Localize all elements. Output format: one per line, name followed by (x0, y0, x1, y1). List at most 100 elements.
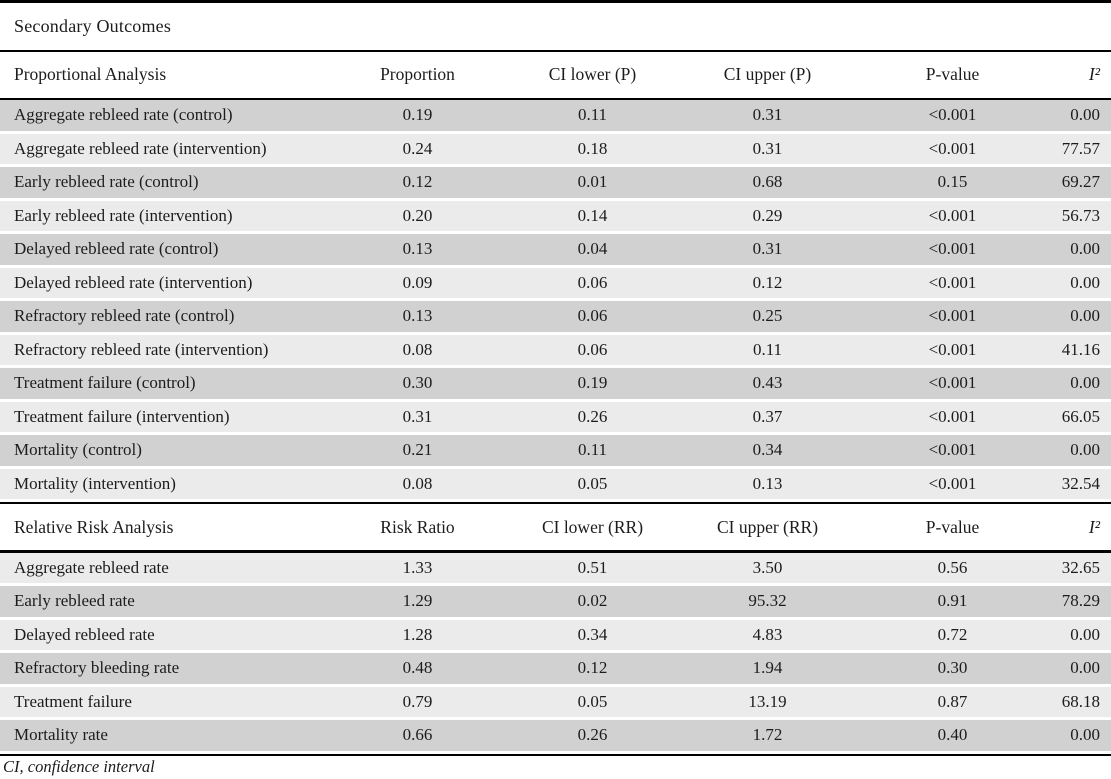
table-row: Mortality (intervention) 0.08 0.05 0.13 <0.0… (0, 468, 1111, 499)
cell-value: 0.06 (577, 339, 608, 359)
cell-value: 0.25 (752, 306, 783, 326)
table-row: Refractory bleeding rate 0.48 0.12 1.94 0.30… (0, 653, 1111, 684)
cell-value: 1.29 (402, 591, 433, 611)
cell-value: 0.66 (402, 725, 433, 745)
cell-value: 0.15 (937, 172, 968, 192)
row-label: Early rebleed rate (14, 591, 135, 611)
cell-value: 0.14 (577, 205, 608, 225)
cell-value: 0.00 (1070, 658, 1100, 678)
cell-value: 95.32 (748, 591, 787, 611)
row-label: Mortality rate (14, 725, 108, 745)
cell-value: 0.11 (577, 105, 608, 125)
cell-value: 0.09 (402, 272, 433, 292)
cell-value: 0.26 (577, 406, 608, 426)
column-header: I² (1088, 516, 1100, 537)
row-label: Treatment failure (control) (14, 373, 196, 393)
cell-value: 0.06 (577, 306, 608, 326)
row-label: Delayed rebleed rate (control) (14, 239, 219, 259)
cell-value: <0.001 (928, 440, 977, 460)
cell-value: <0.001 (928, 138, 977, 158)
header-divider (0, 550, 1111, 553)
cell-value: 0.21 (402, 440, 433, 460)
cell-value: 0.30 (937, 658, 968, 678)
cell-value: 0.29 (752, 205, 783, 225)
cell-value: 78.29 (1061, 591, 1100, 611)
section-relative-risk-analysis: Relative Risk Analysis Risk Ratio CI lower… (0, 504, 1111, 751)
cell-value: 69.27 (1061, 172, 1100, 192)
row-label: Refractory rebleed rate (control) (14, 306, 235, 326)
row-label: Refractory rebleed rate (intervention) (14, 339, 269, 359)
cell-value: <0.001 (928, 406, 977, 426)
table-title-row: Secondary Outcomes (0, 3, 1111, 50)
cell-value: <0.001 (928, 105, 977, 125)
cell-value: <0.001 (928, 239, 977, 259)
row-label: Mortality (control) (14, 440, 142, 460)
cell-value: 0.00 (1070, 272, 1100, 292)
cell-value: 4.83 (752, 624, 783, 644)
cell-value: 0.20 (402, 205, 433, 225)
column-header: P-value (925, 516, 980, 537)
cell-value: 0.31 (752, 105, 783, 125)
cell-value: 0.05 (577, 473, 608, 493)
cell-value: 0.00 (1070, 373, 1100, 393)
cell-value: <0.001 (928, 205, 977, 225)
cell-value: 0.08 (402, 339, 433, 359)
cell-value: 0.43 (752, 373, 783, 393)
row-label: Treatment failure (intervention) (14, 406, 230, 426)
cell-value: 0.31 (402, 406, 433, 426)
table-row: Aggregate rebleed rate 1.33 0.51 3.50 0.56 32… (0, 552, 1111, 583)
table-row: Early rebleed rate 1.29 0.02 95.32 0.91 78.29 (0, 586, 1111, 617)
cell-value: 0.11 (577, 440, 608, 460)
cell-value: 56.73 (1061, 205, 1100, 225)
table-row: Delayed rebleed rate (intervention) 0.09 0… (0, 267, 1111, 298)
cell-value: <0.001 (928, 306, 977, 326)
cell-value: 0.13 (402, 306, 433, 326)
cell-value: 13.19 (748, 691, 787, 711)
row-label: Early rebleed rate (control) (14, 172, 199, 192)
cell-value: 0.56 (937, 557, 968, 577)
title-divider (0, 50, 1111, 52)
cell-value: 0.08 (402, 473, 433, 493)
cell-value: 0.31 (752, 239, 783, 259)
row-label: Delayed rebleed rate (14, 624, 155, 644)
row-label: Aggregate rebleed rate (14, 557, 169, 577)
table-row: Treatment failure 0.79 0.05 13.19 0.87 68.18 (0, 686, 1111, 717)
cell-value: 0.51 (577, 557, 608, 577)
cell-value: 0.34 (752, 440, 783, 460)
cell-value: 0.00 (1070, 306, 1100, 326)
cell-value: 0.87 (937, 691, 968, 711)
cell-value: 0.30 (402, 373, 433, 393)
row-label: Early rebleed rate (intervention) (14, 205, 233, 225)
row-label: Refractory bleeding rate (14, 658, 180, 678)
table-row: Early rebleed rate (intervention) 0.20 0.1… (0, 200, 1111, 231)
cell-value: 1.33 (402, 557, 433, 577)
column-header: CI upper (RR) (716, 516, 819, 537)
section-header-label: Relative Risk Analysis (14, 516, 174, 537)
table-row: Mortality (control) 0.21 0.11 0.34 <0.001 0.0… (0, 435, 1111, 466)
top-border (0, 0, 1111, 3)
cell-value: <0.001 (928, 339, 977, 359)
cell-value: <0.001 (928, 373, 977, 393)
section-rows: Aggregate rebleed rate 1.33 0.51 3.50 0.56 32… (0, 552, 1111, 751)
row-label: Treatment failure (14, 691, 132, 711)
table-row: Delayed rebleed rate 1.28 0.34 4.83 0.72 0.00 (0, 619, 1111, 650)
cell-value: 0.12 (752, 272, 783, 292)
cell-value: 0.12 (402, 172, 433, 192)
table-row: Mortality rate 0.66 0.26 1.72 0.40 0.00 (0, 720, 1111, 751)
cell-value: <0.001 (928, 272, 977, 292)
cell-value: 0.13 (752, 473, 783, 493)
row-label: Aggregate rebleed rate (control) (14, 105, 233, 125)
cell-value: 0.12 (577, 658, 608, 678)
cell-value: 41.16 (1061, 339, 1100, 359)
cell-value: 0.05 (577, 691, 608, 711)
cell-value: 0.31 (752, 138, 783, 158)
cell-value: 0.18 (577, 138, 608, 158)
column-header: P-value (925, 64, 980, 84)
table-row: Refractory rebleed rate (intervention) 0.… (0, 334, 1111, 365)
column-header-row: Proportional Analysis Proportion CI lower … (0, 52, 1111, 98)
cell-value: <0.001 (928, 473, 977, 493)
column-header: I² (1088, 64, 1100, 84)
section-header-label: Proportional Analysis (14, 64, 167, 84)
cell-value: 77.57 (1061, 138, 1100, 158)
